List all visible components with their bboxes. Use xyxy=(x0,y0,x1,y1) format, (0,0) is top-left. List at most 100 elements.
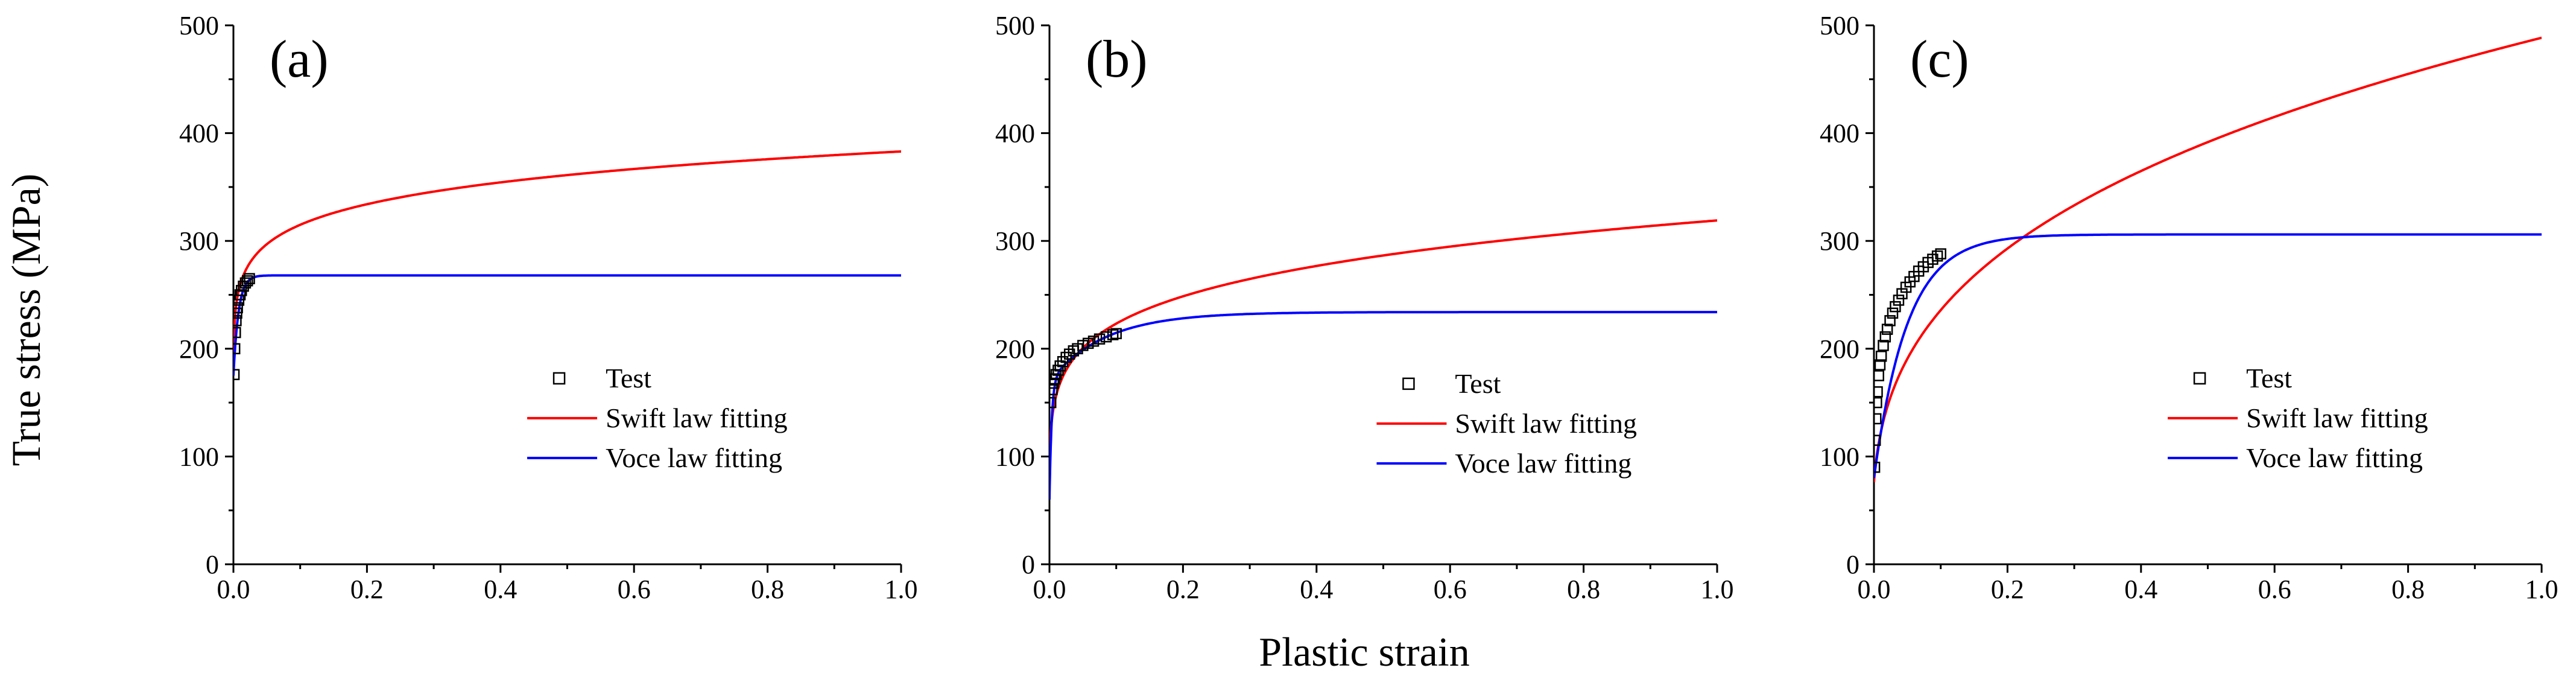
legend-label: Swift law fitting xyxy=(1455,408,1637,439)
legend-label: Test xyxy=(606,363,651,393)
test-data-point xyxy=(1887,307,1899,319)
y-tick-label: 200 xyxy=(179,334,219,364)
legend-marker-test xyxy=(1402,377,1415,390)
chart-panel-2: 0.0 0.2 0.4 0.6 0.8 1.0 0 100 200 300 400 500 (b) Tes… xyxy=(995,11,1734,604)
test-data-point xyxy=(1049,384,1058,395)
y-tick-label: 0 xyxy=(206,550,219,579)
x-tick-label: 0.2 xyxy=(1166,575,1200,604)
y-tick-label: 500 xyxy=(1820,11,1859,40)
legend-marker-test xyxy=(2193,372,2206,385)
test-data-point xyxy=(1874,462,1881,473)
y-tick-label: 200 xyxy=(1820,334,1859,364)
x-tick-label: 0.4 xyxy=(1300,575,1333,604)
test-data-point xyxy=(1931,250,1943,262)
series-line-swift-law-fitting xyxy=(1874,36,2542,483)
chart-panel-3: 0.0 0.2 0.4 0.6 0.8 1.0 0 100 200 300 400 500 (c) Tes… xyxy=(1820,11,2559,604)
x-tick-label: 0.8 xyxy=(1567,575,1600,604)
x-tick-label: 1.0 xyxy=(885,575,918,604)
test-data-point xyxy=(1874,359,1886,371)
y-tick-label: 400 xyxy=(179,119,219,148)
chart-panel-1: 0.0 0.2 0.4 0.6 0.8 1.0 0 100 200 300 400 500 (a) Tes… xyxy=(179,11,918,604)
x-tick-label: 0.6 xyxy=(2258,575,2291,604)
y-tick-label: 100 xyxy=(995,442,1035,471)
legend-label: Voce law fitting xyxy=(1455,448,1631,479)
legend-label: Test xyxy=(2246,363,2292,393)
test-data-point xyxy=(1060,351,1072,363)
test-data-point xyxy=(1874,397,1882,409)
test-data-point xyxy=(1874,413,1882,425)
test-data-point xyxy=(241,275,253,287)
test-data-point xyxy=(233,343,241,355)
test-data-point xyxy=(1878,340,1889,351)
legend-label: Voce law fitting xyxy=(2246,442,2423,473)
test-data-point xyxy=(1884,315,1896,326)
x-tick-label: 0.6 xyxy=(1434,575,1467,604)
panel-label: (a) xyxy=(270,30,329,89)
y-tick-label: 300 xyxy=(179,226,219,256)
test-data-point xyxy=(233,302,243,314)
y-axis-title: True stress (MPa) xyxy=(3,174,49,467)
test-data-point xyxy=(1893,295,1905,306)
legend: Test Swift law fitting Voce law fitting xyxy=(527,363,788,473)
x-tick-label: 0.8 xyxy=(751,575,784,604)
test-data-point xyxy=(244,273,255,284)
test-data-point xyxy=(1890,301,1901,313)
x-tick-label: 1.0 xyxy=(1701,575,1734,604)
y-tick-label: 0 xyxy=(1846,550,1859,579)
y-tick-label: 200 xyxy=(995,334,1035,364)
x-tick-label: 0.2 xyxy=(350,575,384,604)
test-data-point xyxy=(1874,386,1883,398)
x-tick-label: 0.4 xyxy=(2124,575,2157,604)
test-data-point xyxy=(1049,397,1057,409)
x-tick-label: 0.2 xyxy=(1991,575,2024,604)
test-data-point xyxy=(1087,336,1100,347)
x-tick-label: 0.0 xyxy=(1858,575,1891,604)
y-tick-label: 100 xyxy=(179,442,219,471)
test-data-point xyxy=(1881,323,1893,335)
test-data-point xyxy=(1107,329,1119,340)
x-tick-label: 0.0 xyxy=(1033,575,1066,604)
legend-marker-test xyxy=(552,372,566,385)
test-data-point xyxy=(1896,288,1908,299)
y-tick-label: 500 xyxy=(179,11,219,40)
x-tick-label: 0.0 xyxy=(217,575,250,604)
panel-data xyxy=(233,150,901,380)
test-data-point xyxy=(1935,248,1946,260)
panel-data xyxy=(1874,36,2542,483)
test-data-point xyxy=(1110,328,1122,340)
test-data-point xyxy=(233,315,242,326)
y-tick-label: 500 xyxy=(995,11,1035,40)
series-line-voce-law-fitting xyxy=(233,274,901,376)
test-data-point xyxy=(1093,333,1106,345)
test-data-point xyxy=(1874,370,1884,381)
series-line-swift-law-fitting xyxy=(233,150,901,376)
test-data-point xyxy=(1875,351,1887,362)
y-tick-label: 300 xyxy=(1820,226,1859,256)
legend-label: Test xyxy=(1455,368,1501,399)
x-tick-label: 0.4 xyxy=(484,575,517,604)
y-tick-label: 400 xyxy=(1820,119,1859,148)
test-data-point xyxy=(233,326,241,339)
y-tick-label: 100 xyxy=(1820,442,1859,471)
panel-label: (b) xyxy=(1086,30,1148,89)
series-line-voce-law-fitting xyxy=(1874,233,2542,479)
x-axis-title: Plastic strain xyxy=(1259,629,1469,675)
series-line-swift-law-fitting xyxy=(1049,219,1717,482)
test-data-point xyxy=(1879,331,1891,343)
test-data-point xyxy=(1874,435,1881,446)
legend: Test Swift law fitting Voce law fitting xyxy=(2168,363,2428,473)
panel-label: (c) xyxy=(1910,30,1969,89)
test-data-point xyxy=(233,369,240,380)
x-tick-label: 0.6 xyxy=(618,575,651,604)
legend-label: Swift law fitting xyxy=(2246,403,2428,433)
legend-label: Voce law fitting xyxy=(606,442,782,473)
legend: Test Swift law fitting Voce law fitting xyxy=(1376,368,1637,479)
legend-label: Swift law fitting xyxy=(606,403,788,433)
x-tick-label: 0.8 xyxy=(2391,575,2425,604)
panel-data xyxy=(1049,219,1717,500)
y-tick-label: 0 xyxy=(1022,550,1035,579)
y-tick-label: 300 xyxy=(995,226,1035,256)
y-tick-label: 400 xyxy=(995,119,1035,148)
